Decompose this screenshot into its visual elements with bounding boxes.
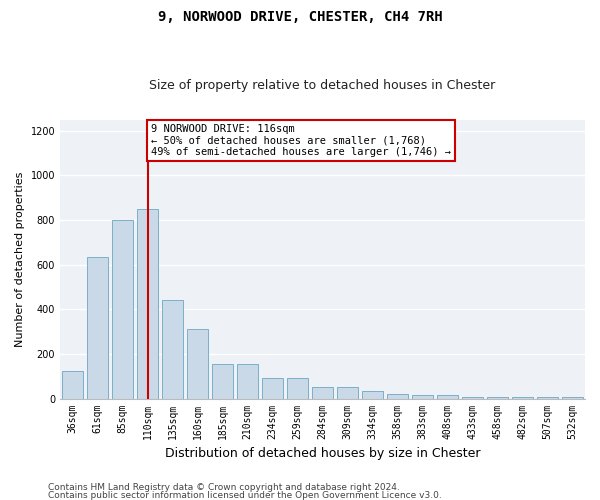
Bar <box>137 209 158 398</box>
Bar <box>262 378 283 398</box>
Bar <box>437 395 458 398</box>
Bar <box>412 395 433 398</box>
Bar <box>312 388 333 398</box>
X-axis label: Distribution of detached houses by size in Chester: Distribution of detached houses by size … <box>165 447 480 460</box>
Text: Contains HM Land Registry data © Crown copyright and database right 2024.: Contains HM Land Registry data © Crown c… <box>48 484 400 492</box>
Bar <box>212 364 233 398</box>
Bar <box>337 388 358 398</box>
Bar <box>287 378 308 398</box>
Bar <box>112 220 133 398</box>
Bar <box>237 364 258 398</box>
Bar <box>387 394 408 398</box>
Text: 9, NORWOOD DRIVE, CHESTER, CH4 7RH: 9, NORWOOD DRIVE, CHESTER, CH4 7RH <box>158 10 442 24</box>
Bar <box>87 257 108 398</box>
Title: Size of property relative to detached houses in Chester: Size of property relative to detached ho… <box>149 79 496 92</box>
Bar <box>162 300 183 398</box>
Bar <box>62 370 83 398</box>
Text: Contains public sector information licensed under the Open Government Licence v3: Contains public sector information licen… <box>48 491 442 500</box>
Bar <box>362 390 383 398</box>
Bar <box>187 330 208 398</box>
Text: 9 NORWOOD DRIVE: 116sqm
← 50% of detached houses are smaller (1,768)
49% of semi: 9 NORWOOD DRIVE: 116sqm ← 50% of detache… <box>151 124 451 157</box>
Y-axis label: Number of detached properties: Number of detached properties <box>15 172 25 346</box>
